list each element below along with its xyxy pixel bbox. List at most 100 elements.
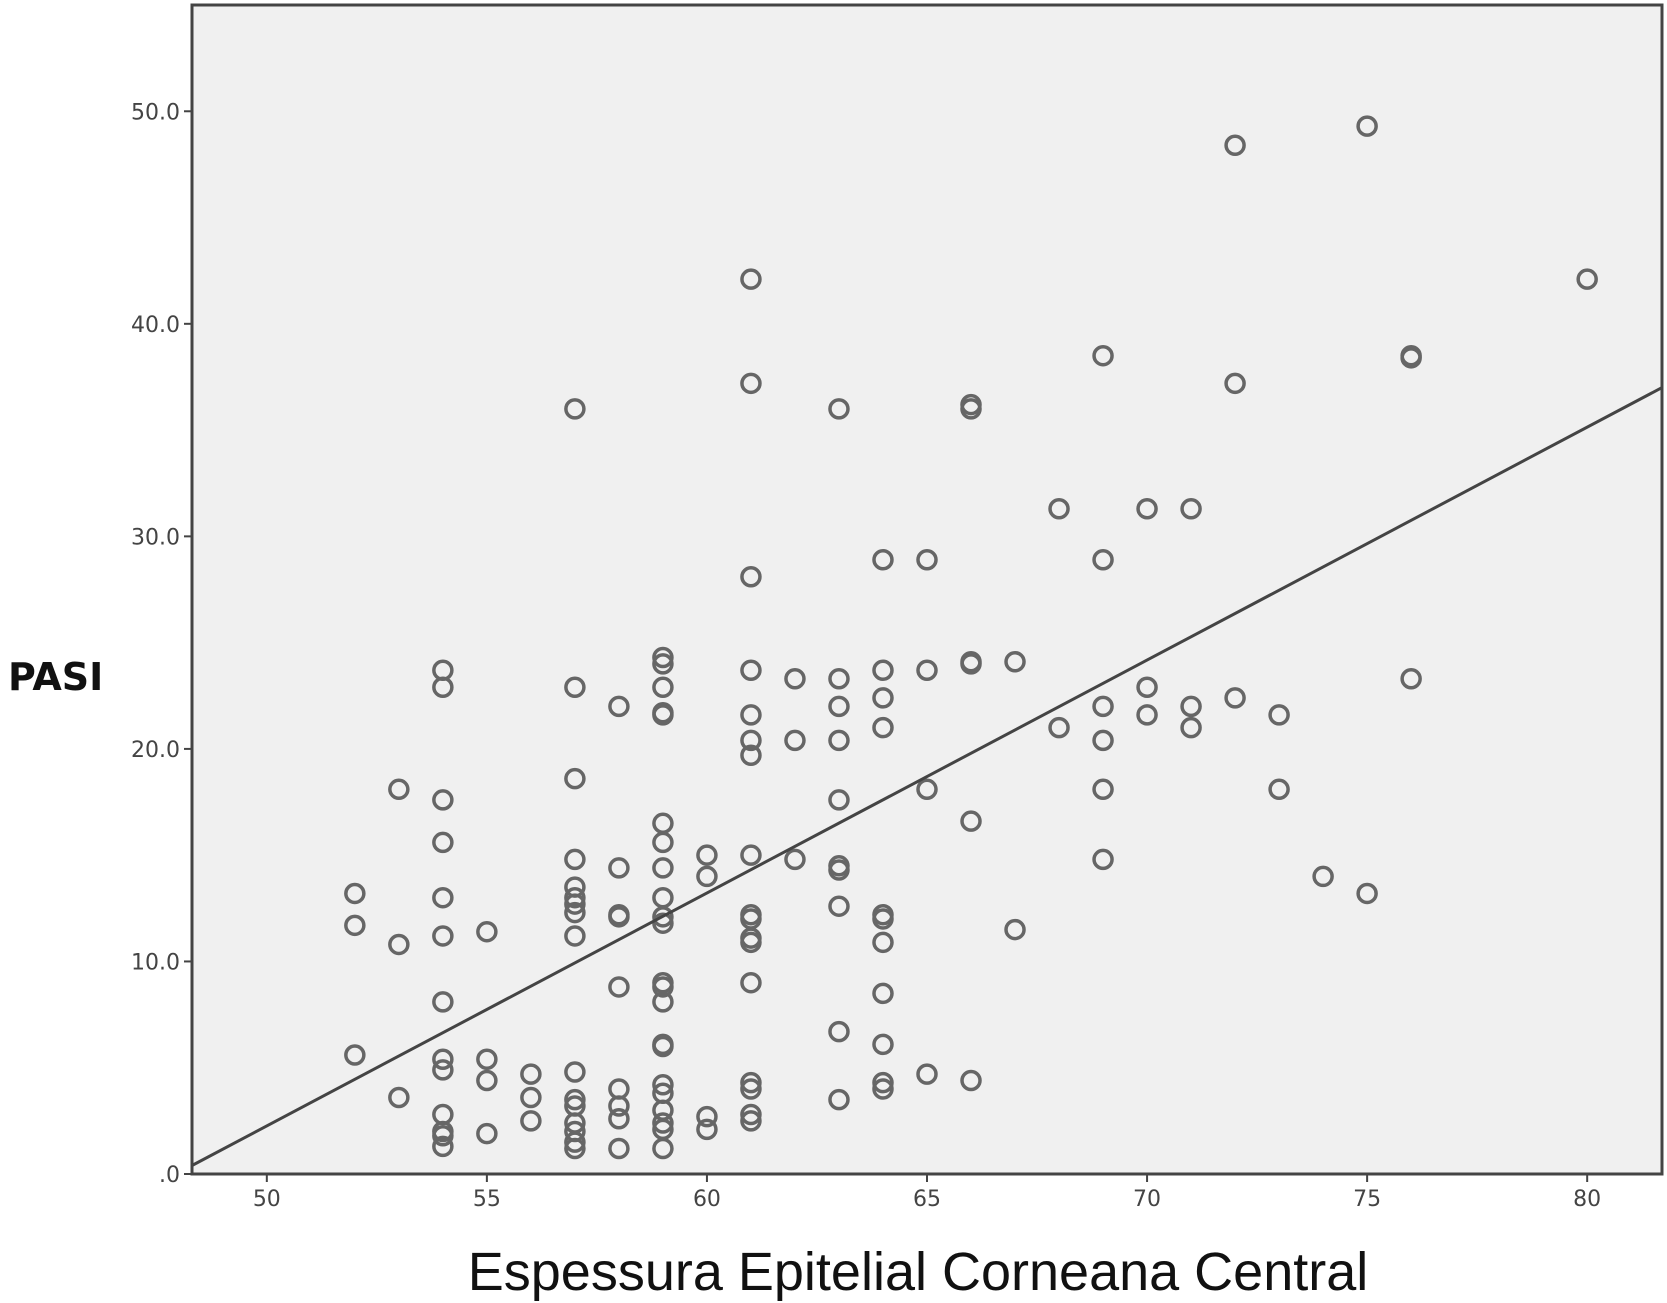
y-tick-label: 40.0 — [131, 313, 180, 338]
data-point — [740, 268, 762, 290]
data-point — [740, 565, 762, 588]
data-point — [432, 991, 454, 1013]
y-tick-label: 30.0 — [131, 525, 180, 550]
x-tick-label: 50 — [253, 1187, 281, 1212]
data-point — [1268, 778, 1290, 801]
data-point — [564, 848, 586, 871]
plot-area — [190, 3, 1664, 1176]
data-point — [476, 1122, 498, 1145]
data-point — [564, 1137, 586, 1160]
data-point — [564, 1131, 586, 1153]
data-point — [1400, 668, 1422, 690]
y-tick-label: 20.0 — [131, 738, 180, 763]
data-point — [916, 548, 938, 571]
data-point — [344, 1044, 366, 1066]
data-point — [872, 1033, 894, 1056]
data-point — [564, 901, 586, 924]
data-point — [608, 695, 630, 718]
data-point — [432, 925, 454, 947]
data-point — [872, 982, 894, 1005]
data-point — [916, 778, 938, 801]
data-point — [520, 1110, 542, 1132]
data-point — [652, 676, 674, 699]
data-point — [1180, 716, 1202, 739]
x-axis-label: Espessura Epitelial Corneana Central — [468, 1242, 1369, 1302]
data-point — [476, 1048, 498, 1070]
data-point — [1136, 676, 1158, 699]
data-point — [652, 1112, 674, 1134]
data-point — [1048, 716, 1070, 739]
data-point — [564, 1061, 586, 1083]
data-point — [740, 1103, 762, 1126]
data-point — [872, 716, 894, 739]
data-point — [432, 1124, 454, 1147]
data-point — [608, 1107, 630, 1130]
data-point — [652, 912, 674, 934]
data-point — [1004, 651, 1026, 673]
data-point — [432, 1059, 454, 1081]
y-axis-label: PASI — [8, 655, 103, 699]
data-point — [520, 1063, 542, 1085]
data-point — [1092, 548, 1114, 571]
data-point — [1136, 497, 1158, 520]
data-point — [828, 1088, 850, 1111]
data-point — [872, 931, 894, 954]
data-point — [872, 687, 894, 709]
data-point — [828, 789, 850, 811]
data-point — [1092, 778, 1114, 801]
data-point — [652, 646, 674, 669]
data-point — [344, 914, 366, 937]
data-point — [564, 767, 586, 790]
data-point — [652, 1035, 674, 1058]
data-point — [1048, 497, 1070, 520]
data-point — [608, 1095, 630, 1117]
data-point — [916, 659, 938, 682]
x-tick-label: 75 — [1353, 1187, 1381, 1212]
data-point — [784, 848, 806, 871]
data-point — [564, 893, 586, 915]
data-point — [652, 991, 674, 1013]
regression-line — [191, 386, 1663, 1167]
data-point — [828, 729, 850, 752]
data-point — [608, 906, 630, 928]
data-point — [564, 676, 586, 699]
data-point — [652, 704, 674, 726]
data-point — [960, 653, 982, 675]
data-point — [960, 398, 982, 420]
y-tick-label: .0 — [159, 1163, 180, 1188]
data-point — [564, 886, 586, 909]
data-point — [872, 659, 894, 682]
data-point — [608, 857, 630, 879]
data-point — [740, 1078, 762, 1100]
data-point — [652, 1073, 674, 1096]
data-point — [388, 933, 410, 956]
data-point — [872, 908, 894, 930]
data-point — [652, 906, 674, 928]
data-point — [916, 1063, 938, 1085]
data-point — [652, 1137, 674, 1160]
data-point — [1180, 497, 1202, 520]
data-point — [828, 895, 850, 917]
data-point — [696, 1105, 718, 1128]
data-point — [740, 1071, 762, 1094]
data-point — [476, 1069, 498, 1092]
data-point — [1400, 347, 1422, 369]
data-point — [652, 976, 674, 998]
data-point — [872, 548, 894, 571]
data-point — [740, 744, 762, 767]
y-tick-label: 10.0 — [131, 950, 180, 975]
data-point — [1092, 344, 1114, 367]
data-point — [696, 865, 718, 888]
data-point — [740, 704, 762, 726]
data-point — [432, 789, 454, 811]
data-point — [1004, 918, 1026, 941]
x-tick-label: 80 — [1573, 1187, 1601, 1212]
data-point — [960, 1069, 982, 1092]
data-point — [652, 653, 674, 675]
data-point — [432, 1135, 454, 1158]
data-point — [828, 1020, 850, 1043]
data-point — [1136, 704, 1158, 726]
data-point — [1268, 704, 1290, 726]
data-point — [1224, 687, 1246, 709]
